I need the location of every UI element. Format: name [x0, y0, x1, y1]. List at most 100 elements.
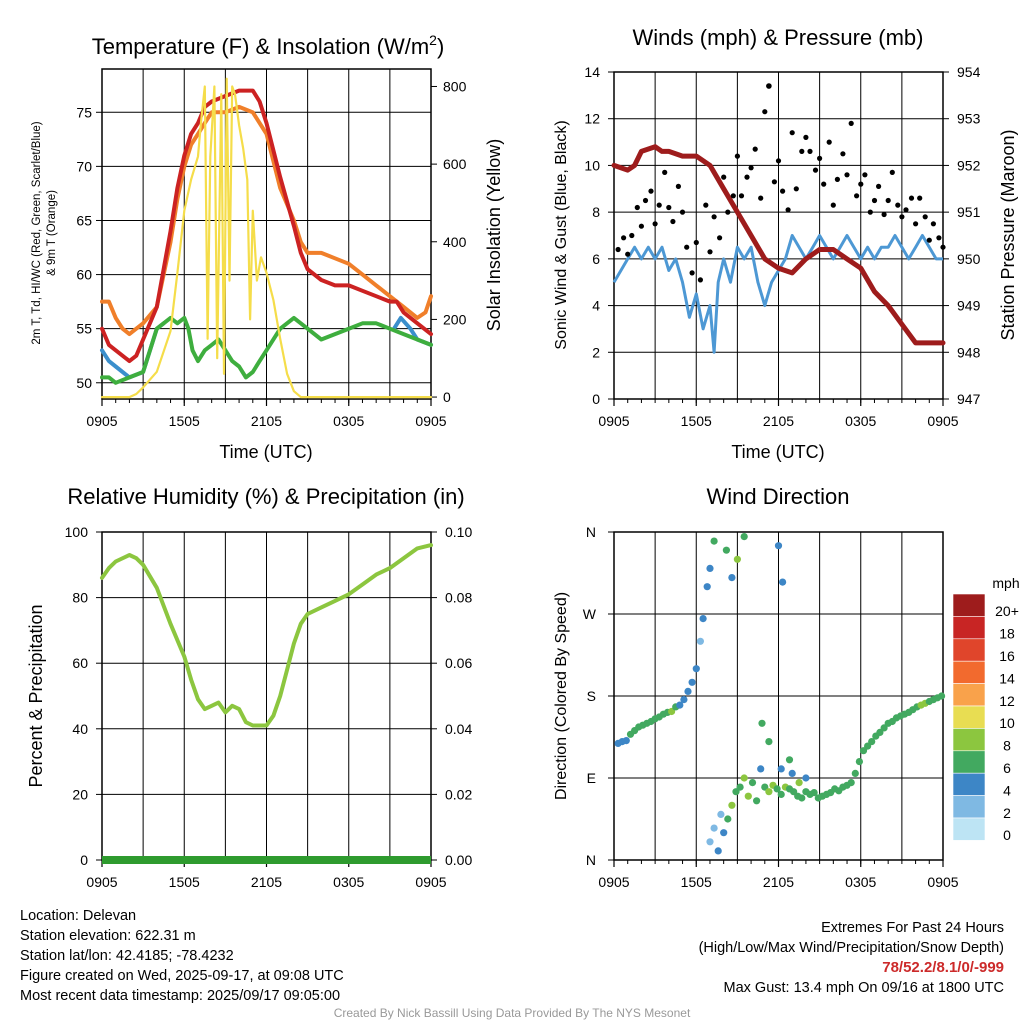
gust-point	[854, 193, 860, 199]
direction-point	[680, 696, 688, 704]
direction-point	[676, 701, 684, 709]
speed-legend-swatch	[952, 593, 986, 617]
direction-point	[736, 783, 744, 791]
gust-point	[648, 188, 654, 194]
temp-y-tick-label: 70	[76, 158, 92, 174]
gust-point	[684, 244, 690, 250]
extremes-subtitle: (High/Low/Max Wind/Precipitation/Snow De…	[698, 940, 1004, 956]
gust-point	[936, 235, 942, 241]
direction-point	[938, 692, 946, 700]
wind-y2-tick-label: 954	[957, 64, 981, 80]
extremes-title: Extremes For Past 24 Hours	[821, 920, 1004, 936]
gust-point	[697, 277, 704, 283]
gust-point	[793, 186, 799, 192]
direction-point	[758, 719, 766, 727]
speed-legend-label: 16	[999, 648, 1015, 664]
direction-point	[684, 687, 692, 696]
rh-y2-tick-label: 0.02	[445, 786, 472, 802]
direction-point	[773, 785, 781, 793]
rh-x-tick-label: 0305	[333, 874, 364, 890]
extremes-values: 78/52.2/8.1/0/-999	[882, 959, 1004, 976]
gust-point	[625, 251, 631, 257]
gust-point	[817, 155, 823, 161]
rh-title: Relative Humidity (%) & Precipitation (i…	[67, 484, 464, 509]
gust-point	[670, 218, 676, 225]
direction-point	[765, 738, 773, 746]
direction-point	[699, 615, 707, 623]
speed-legend-label: 4	[1003, 782, 1011, 798]
temp-series-yellow-line	[100, 77, 433, 399]
direction-point	[753, 797, 761, 805]
direction-points	[614, 533, 946, 855]
direction-point	[724, 815, 732, 823]
temp-x-axis-label: Time (UTC)	[219, 442, 312, 462]
direction-point	[740, 533, 748, 541]
gust-point	[666, 204, 672, 211]
speed-legend-title: mph	[992, 575, 1019, 591]
temp-y-axis-label-line1: 2m T, Td, HI/WC (Red, Green, Scarlet/Blu…	[31, 121, 43, 344]
gust-point	[629, 232, 635, 239]
direction-point	[744, 792, 752, 800]
gust-point	[895, 202, 901, 208]
sonic-wind-line	[612, 234, 943, 354]
temp-y-tick-label: 75	[76, 104, 92, 120]
gust-point	[758, 195, 764, 201]
gust-point	[858, 181, 864, 187]
gust-point	[652, 221, 658, 227]
direction-point	[710, 824, 718, 832]
extremes-info: Extremes For Past 24 Hours (High/Low/Max…	[699, 918, 1004, 998]
speed-legend-swatch	[952, 616, 986, 640]
gust-point	[926, 237, 932, 243]
direction-point	[757, 765, 765, 773]
direction-point	[720, 829, 728, 837]
dir-y-tick-label: N	[586, 524, 596, 540]
temp-x-tick-label: 0905	[415, 413, 446, 429]
direction-point	[847, 779, 855, 787]
rh-y-tick-label: 0	[80, 852, 88, 868]
gust-point	[730, 193, 736, 199]
humidity-precip-panel: Relative Humidity (%) & Precipitation (i…	[26, 484, 472, 890]
wind-y2-axis-label: Station Pressure (Maroon)	[998, 129, 1018, 340]
gust-point	[634, 204, 640, 211]
direction-point	[798, 794, 806, 802]
wind-x-tick-label: 1505	[681, 413, 712, 429]
rh-x-tick-label: 0905	[415, 874, 446, 890]
wind-title: Winds (mph) & Pressure (mb)	[633, 25, 924, 50]
gust-point	[679, 209, 686, 215]
gust-point	[844, 172, 850, 178]
gust-point	[930, 221, 937, 227]
gust-point	[707, 249, 713, 255]
wind-y2-tick-label: 948	[957, 344, 981, 360]
temp-x-tick-label: 2105	[251, 413, 282, 429]
direction-point	[688, 678, 696, 686]
gust-point	[638, 223, 645, 229]
station-pressure-line	[611, 144, 946, 346]
gust-point	[799, 148, 805, 154]
wind-y-tick-label: 10	[584, 157, 600, 173]
speed-legend-label: 0	[1003, 827, 1011, 843]
direction-point	[748, 779, 757, 787]
speed-legend-label: 6	[1003, 760, 1011, 776]
rh-x-tick-label: 1505	[169, 874, 200, 890]
wind-x-tick-label: 0905	[598, 413, 629, 429]
gust-point	[703, 202, 709, 208]
dir-x-tick-label: 0905	[598, 874, 629, 890]
gust-point	[738, 193, 745, 199]
gust-point	[725, 209, 731, 215]
gust-point	[675, 183, 682, 189]
gust-point	[689, 270, 695, 276]
gust-point	[717, 235, 723, 241]
direction-point	[802, 774, 810, 782]
speed-legend-swatch	[952, 683, 986, 707]
rh-x-tick-label: 0905	[86, 874, 117, 890]
speed-legend-label: 20+	[995, 603, 1019, 619]
temp-y2-tick-label: 600	[443, 156, 467, 172]
gust-point	[876, 183, 882, 189]
speed-legend: 20+ 18 16 14 12 10 8 6 4 2 0	[952, 593, 1019, 843]
temp-y-tick-label: 50	[76, 375, 92, 391]
max-gust-text: Max Gust: 13.4 mph On 09/16 at 1800 UTC	[723, 980, 1004, 996]
recent-data-text: Most recent data timestamp: 2025/09/17 0…	[20, 988, 341, 1004]
gust-point	[762, 109, 768, 115]
direction-point	[810, 789, 818, 797]
direction-point	[732, 788, 740, 796]
